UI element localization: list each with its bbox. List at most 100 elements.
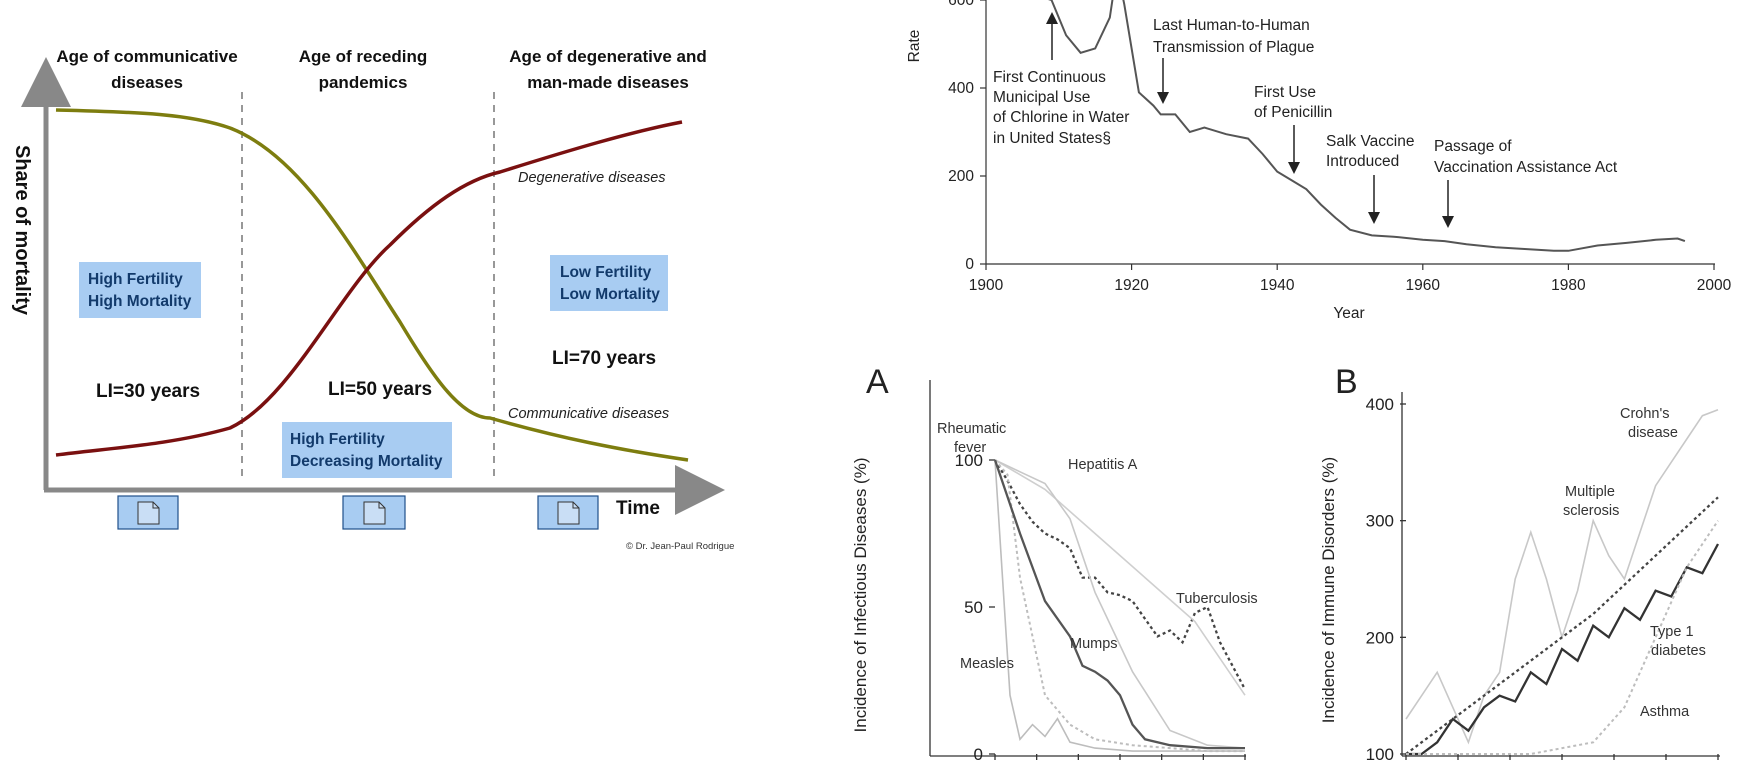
phase-3-fertility-box (550, 255, 668, 311)
pa-line-measles (994, 459, 1245, 752)
pb-label-asthma: Asthma (1640, 704, 1690, 720)
phase-3-header-line-2: man-made diseases (527, 73, 689, 92)
x-axis-label: Time (616, 498, 660, 519)
pa-label-tuberculosis: Tuberculosis (1176, 591, 1258, 607)
pa-y-ticks: 0 50 100 (955, 451, 995, 764)
pb-line-type-1-diabetes (1406, 543, 1720, 756)
phase-3-box-line-1: Low Fertility (560, 264, 652, 281)
phase-3-document-icon[interactable] (537, 495, 599, 530)
pa-label-mumps: Mumps (1070, 636, 1118, 652)
phase-2-document-icon[interactable] (342, 495, 406, 530)
annotation-vaccination-act-line-2: Vaccination Assistance Act (1434, 159, 1618, 176)
pb-x-tick-marks (1405, 754, 1719, 760)
pb-label-ms-2: sclerosis (1563, 503, 1619, 519)
phase-1-box-line-2: High Mortality (88, 293, 192, 310)
pa-line-rheumatic-fever (994, 459, 1247, 690)
pa-label-rheumatic-2: fever (954, 440, 986, 456)
pa-line-tuberculosis (994, 459, 1246, 696)
death-rate-chart: 0 200 400 600 1900 1920 1940 1960 1980 2000 Year… (906, 0, 1732, 322)
panel-a-infectious-chart: A 0 50 100 Incidence of Infectious Disease… (851, 363, 1258, 764)
pb-label-ms-1: Multiple (1565, 484, 1615, 500)
phase-2-box-line-2: Decreasing Mortality (290, 453, 443, 470)
p2-y-ticks: 0 200 400 600 (948, 0, 986, 273)
p2-y-tick-label: 200 (948, 168, 974, 185)
panel-b-immune-chart: B 100 200 300 400 Incidence of Immune Disor… (1319, 363, 1720, 764)
phase-2-header-line-1: Age of receding (299, 47, 427, 66)
degenerative-diseases-label: Degenerative diseases (518, 170, 666, 186)
pb-label-diabetes-1: Type 1 (1650, 624, 1694, 640)
credit: © Dr. Jean-Paul Rodrigue (626, 541, 734, 552)
pb-series-lines (1405, 409, 1720, 756)
y-axis-label: Share of mortality (11, 145, 33, 316)
pb-y-tick-label: 300 (1366, 512, 1394, 531)
p2-x-tick-label: 1900 (969, 277, 1004, 294)
pa-line-mumps (994, 459, 1245, 753)
pa-x-tick-marks (994, 754, 1246, 760)
pa-line-hepatitis-a (994, 459, 1246, 749)
phase-1-fertility-box (79, 262, 201, 318)
phase-1-document-icon[interactable] (117, 495, 179, 530)
pb-line-crohn-s-disease (1405, 409, 1719, 745)
annotation-plague: Last Human-to-Human Transmission of Plag… (1153, 17, 1314, 104)
annotation-penicillin: First Use of Penicillin (1254, 84, 1332, 174)
death-rate-line (1048, 0, 1686, 252)
pb-label-crohns-2: disease (1628, 425, 1678, 441)
pb-line-asthma (1406, 520, 1719, 755)
p2-x-tick-label: 1960 (1406, 277, 1441, 294)
pb-y-axis-label: Incidence of Immune Disorders (%) (1319, 457, 1338, 723)
p2-x-tick-label: 1920 (1114, 277, 1149, 294)
pb-y-tick-label: 100 (1366, 745, 1394, 764)
pb-label-crohns-1: Crohn's (1620, 406, 1670, 422)
pa-y-axis-label: Incidence of Infectious Diseases (%) (851, 458, 870, 733)
annotation-chlorine-line-1: First Continuous (993, 69, 1106, 86)
annotation-plague-line-2: Transmission of Plague (1153, 39, 1314, 56)
annotation-chlorine: First Continuous Municipal Use of Chlori… (993, 12, 1129, 147)
pb-y-ticks: 100 200 300 400 (1366, 395, 1406, 764)
annotation-chlorine-line-3: of Chlorine in Water (993, 109, 1129, 126)
panel-b-letter: B (1335, 363, 1358, 401)
phase-3-box-line-2: Low Mortality (560, 286, 660, 303)
pb-y-tick-label: 400 (1366, 395, 1394, 414)
p2-y-tick-label: 600 (948, 0, 974, 9)
p2-x-axis-label: Year (1333, 305, 1364, 322)
annotation-vaccination-act-line-1: Passage of (1434, 138, 1512, 155)
pa-label-rheumatic-1: Rheumatic (937, 421, 1006, 437)
epidemiological-transition-chart: Age of communicative diseases Age of rec… (11, 47, 734, 552)
annotation-plague-line-1: Last Human-to-Human (1153, 17, 1310, 34)
p2-y-tick-label: 0 (965, 256, 974, 273)
p2-x-tick-label: 1980 (1551, 277, 1586, 294)
annotation-penicillin-line-1: First Use (1254, 84, 1316, 101)
pa-label-hepatitis: Hepatitis A (1068, 457, 1138, 473)
annotation-salk-line-2: Introduced (1326, 153, 1399, 170)
communicative-diseases-curve (55, 108, 689, 462)
phase-2-box-line-1: High Fertility (290, 431, 385, 448)
pb-label-diabetes-2: diabetes (1651, 643, 1706, 659)
annotation-salk-line-1: Salk Vaccine (1326, 133, 1414, 150)
pb-y-tick-label: 200 (1366, 628, 1394, 647)
phase-3-header-line-1: Age of degenerative and (509, 47, 706, 66)
phase-2-header-line-2: pandemics (319, 73, 408, 92)
phase-2-fertility-box (282, 422, 452, 478)
p2-x-tick-label: 1940 (1260, 277, 1295, 294)
panel-a-letter: A (866, 363, 889, 401)
phase-1-box-line-1: High Fertility (88, 271, 183, 288)
annotation-vaccination-act: Passage of Vaccination Assistance Act (1434, 138, 1618, 228)
pa-series-lines (993, 459, 1247, 753)
p2-x-ticks: 1900 1920 1940 1960 1980 2000 (969, 264, 1732, 294)
pa-y-tick-label: 50 (964, 598, 983, 617)
pa-label-measles: Measles (960, 656, 1014, 672)
p2-y-axis-label: Rate (906, 30, 923, 63)
communicative-diseases-label: Communicative diseases (508, 406, 669, 422)
phase-1-header-line-1: Age of communicative (56, 47, 237, 66)
pa-y-tick-label: 100 (955, 451, 983, 470)
phase-1-header-line-2: diseases (111, 73, 183, 92)
pa-y-tick-label: 0 (974, 745, 983, 764)
annotation-chlorine-line-4: in United States§ (993, 130, 1111, 147)
phase-1-life-expectancy: LI=30 years (96, 381, 200, 402)
annotation-salk: Salk Vaccine Introduced (1326, 133, 1414, 224)
p2-y-tick-label: 400 (948, 80, 974, 97)
degenerative-diseases-curve (55, 120, 683, 457)
phase-3-life-expectancy: LI=70 years (552, 348, 656, 369)
phase-2-life-expectancy: LI=50 years (328, 379, 432, 400)
